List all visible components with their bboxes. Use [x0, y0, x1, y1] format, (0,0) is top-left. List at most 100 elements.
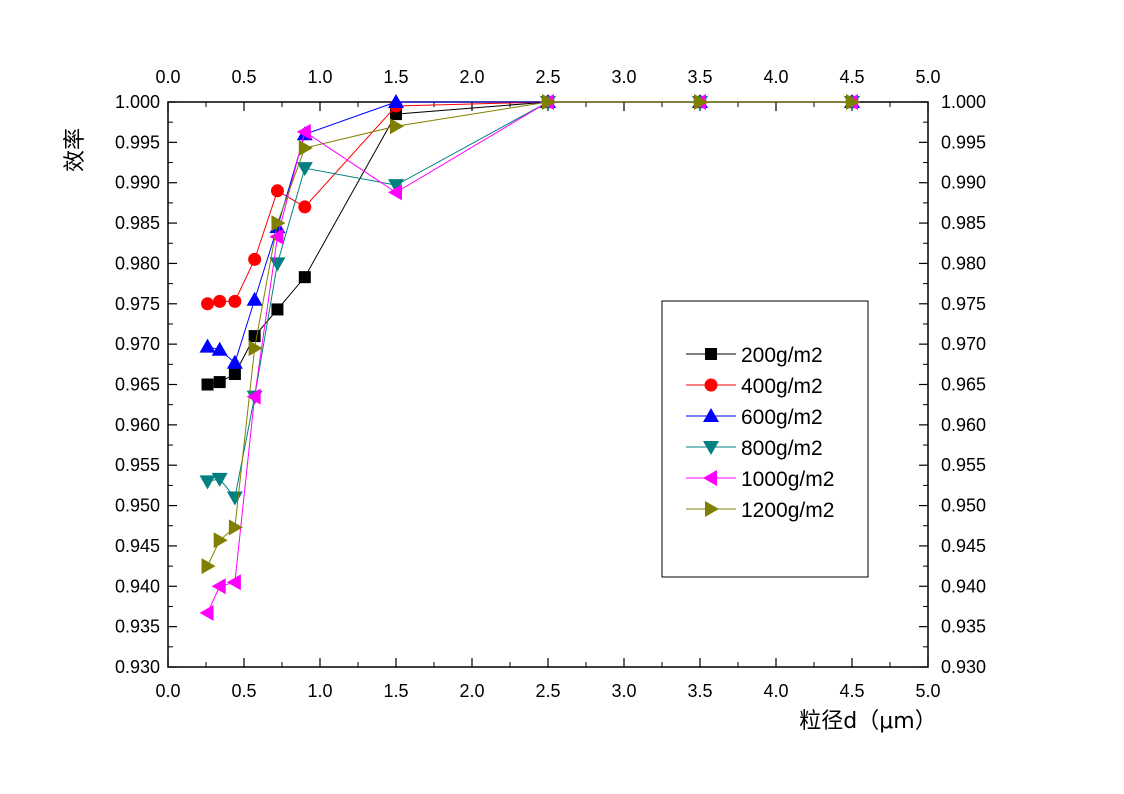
- x-tick-label-top: 3.5: [687, 67, 712, 87]
- legend-marker: [705, 348, 717, 360]
- legend-entry: 600g/m2: [686, 406, 823, 429]
- data-point: [390, 118, 404, 135]
- legend-label: 600g/m2: [741, 406, 823, 429]
- data-point: [199, 604, 214, 621]
- data-point: [201, 558, 216, 575]
- data-point: [248, 252, 262, 266]
- data-point: [296, 162, 313, 177]
- x-tick-label-top: 4.5: [839, 67, 864, 87]
- x-tick-label-top: 0.0: [155, 67, 180, 87]
- x-tick-label-top: 3.0: [611, 67, 636, 87]
- data-point: [201, 297, 215, 311]
- y-tick-label-right: 0.990: [941, 173, 986, 193]
- x-tick-label-bottom: 4.0: [763, 681, 788, 701]
- data-point: [246, 388, 261, 405]
- x-tick-label-top: 1.5: [383, 67, 408, 87]
- legend: 200g/m2 400g/m2 600g/m2 800g/m2 1000g/m2 1200…: [661, 300, 869, 578]
- data-point: [298, 271, 311, 284]
- y-tick-label-right: 0.970: [941, 334, 986, 354]
- y-axis-title: 效率: [63, 128, 88, 172]
- y-tick-label-right: 0.980: [941, 253, 986, 273]
- x-tick-label-bottom: 1.5: [383, 681, 408, 701]
- data-point: [298, 140, 313, 157]
- data-point: [211, 578, 226, 595]
- data-point: [201, 378, 214, 391]
- y-tick-label-right: 1.000: [941, 92, 986, 112]
- y-tick-label-left: 0.970: [115, 334, 160, 354]
- legend-entry: 800g/m2: [686, 437, 823, 460]
- y-tick-label-right: 0.930: [941, 657, 986, 677]
- y-tick-label-right: 0.940: [941, 576, 986, 596]
- legend-label: 400g/m2: [741, 375, 823, 398]
- x-tick-label-top: 1.0: [307, 67, 332, 87]
- y-tick-label-left: 0.955: [115, 455, 160, 475]
- legend-marker: [703, 441, 719, 455]
- y-tick-label-left: 0.985: [115, 213, 160, 233]
- data-point: [246, 291, 263, 306]
- y-tick-label-left: 0.945: [115, 536, 160, 556]
- y-tick-label-right: 0.935: [941, 617, 986, 637]
- data-point: [271, 303, 284, 316]
- y-tick-label-left: 0.995: [115, 132, 160, 152]
- x-tick-label-bottom: 3.0: [611, 681, 636, 701]
- data-point: [211, 341, 228, 356]
- data-point: [199, 475, 216, 490]
- y-tick-label-left: 0.960: [115, 415, 160, 435]
- y-tick-label-left: 0.980: [115, 253, 160, 273]
- data-point: [213, 376, 226, 389]
- legend-entry: 200g/m2: [686, 344, 823, 367]
- x-tick-label-top: 0.5: [231, 67, 256, 87]
- x-tick-label-bottom: 3.5: [687, 681, 712, 701]
- data-point: [226, 574, 241, 591]
- legend-entry: 1000g/m2: [686, 468, 834, 491]
- data-point: [211, 472, 228, 487]
- legend-label: 200g/m2: [741, 344, 823, 367]
- data-point: [228, 519, 243, 536]
- x-tick-label-top: 2.5: [535, 67, 560, 87]
- y-tick-label-right: 0.975: [941, 294, 986, 314]
- x-tick-label-bottom: 1.0: [307, 681, 332, 701]
- data-point: [226, 491, 243, 506]
- x-tick-label-bottom: 5.0: [915, 681, 940, 701]
- data-point: [228, 294, 242, 308]
- y-tick-label-right: 0.955: [941, 455, 986, 475]
- y-tick-label-left: 0.935: [115, 617, 160, 637]
- axis-ticks: 0.0 0.0 0.5 0.5 1.0 1.0 1.5 1.5 2.0 2.0 2.5 2.5 3.0 3…: [115, 67, 986, 701]
- x-tick-label-bottom: 0.5: [231, 681, 256, 701]
- y-tick-label-left: 0.950: [115, 496, 160, 516]
- x-tick-label-bottom: 0.0: [155, 681, 180, 701]
- legend-entry: 400g/m2: [686, 375, 823, 398]
- data-point: [270, 184, 284, 198]
- legend-marker: [705, 501, 719, 517]
- legend-label: 1200g/m2: [741, 499, 834, 522]
- y-tick-label-right: 0.960: [941, 415, 986, 435]
- y-tick-label-right: 0.950: [941, 496, 986, 516]
- y-tick-label-left: 0.975: [115, 294, 160, 314]
- data-point: [542, 94, 556, 110]
- data-point: [228, 368, 241, 381]
- y-tick-label-right: 0.985: [941, 213, 986, 233]
- data-series: [199, 94, 860, 621]
- data-point: [296, 123, 311, 140]
- legend-entry: 1200g/m2: [686, 499, 834, 522]
- data-point: [271, 215, 286, 232]
- x-axis-title: 粒径d（μm）: [799, 709, 936, 734]
- legend-marker: [703, 470, 717, 486]
- y-tick-label-right: 0.945: [941, 536, 986, 556]
- data-point: [388, 179, 404, 194]
- data-point: [846, 94, 860, 110]
- series-line: [207, 101, 852, 567]
- legend-label: 1000g/m2: [741, 468, 834, 491]
- data-point: [269, 228, 284, 245]
- x-tick-label-bottom: 2.0: [459, 681, 484, 701]
- y-tick-label-left: 0.990: [115, 173, 160, 193]
- data-point: [213, 294, 227, 308]
- x-tick-label-top: 2.0: [459, 67, 484, 87]
- data-point: [269, 257, 286, 272]
- x-tick-label-top: 4.0: [763, 67, 788, 87]
- data-point: [388, 94, 404, 108]
- y-tick-label-right: 0.965: [941, 375, 986, 395]
- data-point: [248, 330, 261, 343]
- legend-box: [661, 300, 869, 578]
